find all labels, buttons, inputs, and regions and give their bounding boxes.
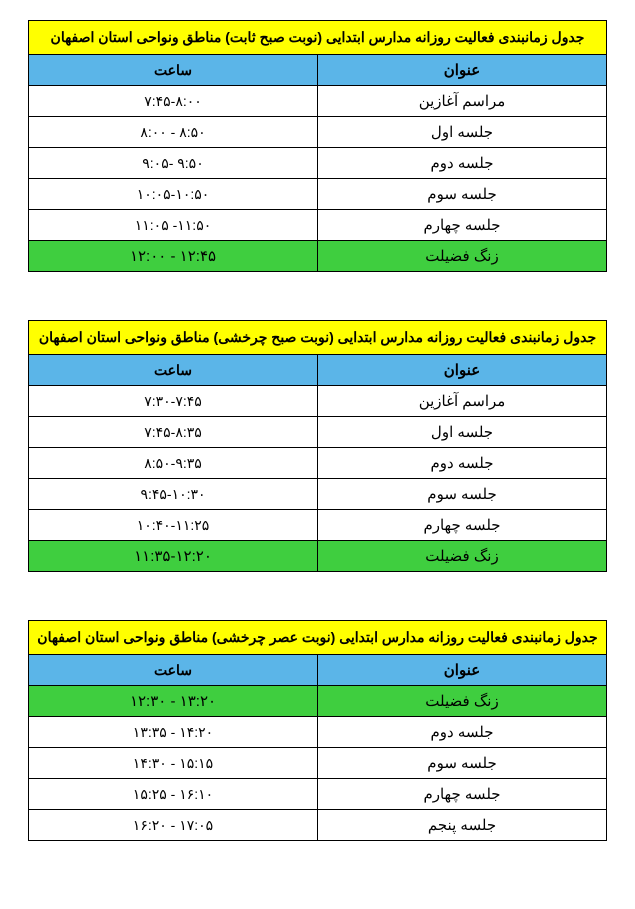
row-time: ۷:۴۵-۸:۰۰ — [29, 86, 318, 117]
row-label: جلسه اول — [318, 117, 607, 148]
table-row: زنگ فضیلت۱۱:۳۵-۱۲:۲۰ — [29, 541, 607, 572]
table-row: جلسه دوم۸:۵۰-۹:۳۵ — [29, 448, 607, 479]
row-label: جلسه اول — [318, 417, 607, 448]
table-title: جدول زمانبندی فعالیت روزانه مدارس ابتدای… — [29, 621, 607, 655]
column-header-label: عنوان — [318, 655, 607, 686]
table-row: جلسه اول۷:۴۵-۸:۳۵ — [29, 417, 607, 448]
row-label: جلسه پنجم — [318, 810, 607, 841]
table-title: جدول زمانبندی فعالیت روزانه مدارس ابتدای… — [29, 321, 607, 355]
row-time: ۷:۳۰-۷:۴۵ — [29, 386, 318, 417]
row-time: ۸:۵۰-۹:۳۵ — [29, 448, 318, 479]
row-label: مراسم آغازین — [318, 386, 607, 417]
column-header-time: ساعت — [29, 355, 318, 386]
row-label: زنگ فضیلت — [318, 686, 607, 717]
table-row: جلسه سوم۹:۴۵-۱۰:۳۰ — [29, 479, 607, 510]
column-header-label: عنوان — [318, 355, 607, 386]
column-header-time: ساعت — [29, 655, 318, 686]
row-label: جلسه چهارم — [318, 210, 607, 241]
row-time: ۱۴:۳۰ - ۱۵:۱۵ — [29, 748, 318, 779]
row-label: جلسه سوم — [318, 748, 607, 779]
row-time: ۱۲:۳۰ - ۱۳:۲۰ — [29, 686, 318, 717]
table-row: زنگ فضیلت۱۲:۳۰ - ۱۳:۲۰ — [29, 686, 607, 717]
row-time: ۱۱:۰۵ -۱۱:۵۰ — [29, 210, 318, 241]
row-time: ۱۱:۳۵-۱۲:۲۰ — [29, 541, 318, 572]
table-row: زنگ فضیلت۱۲:۰۰ - ۱۲:۴۵ — [29, 241, 607, 272]
table-row: جلسه چهارم۱۰:۴۰-۱۱:۲۵ — [29, 510, 607, 541]
table-header-row: عنوانساعت — [29, 355, 607, 386]
table-title-row: جدول زمانبندی فعالیت روزانه مدارس ابتدای… — [29, 21, 607, 55]
table-row: مراسم آغازین۷:۴۵-۸:۰۰ — [29, 86, 607, 117]
row-label: جلسه سوم — [318, 179, 607, 210]
row-time: ۱۲:۰۰ - ۱۲:۴۵ — [29, 241, 318, 272]
table-header-row: عنوانساعت — [29, 55, 607, 86]
row-label: جلسه دوم — [318, 717, 607, 748]
row-label: جلسه دوم — [318, 448, 607, 479]
table-row: جلسه چهارم۱۱:۰۵ -۱۱:۵۰ — [29, 210, 607, 241]
column-header-time: ساعت — [29, 55, 318, 86]
table-row: جلسه دوم۹:۰۵- ۹:۵۰ — [29, 148, 607, 179]
row-time: ۸:۰۰ - ۸:۵۰ — [29, 117, 318, 148]
schedule-table: جدول زمانبندی فعالیت روزانه مدارس ابتدای… — [28, 20, 607, 272]
row-label: جلسه چهارم — [318, 510, 607, 541]
schedule-table: جدول زمانبندی فعالیت روزانه مدارس ابتدای… — [28, 320, 607, 572]
row-time: ۱۵:۲۵ - ۱۶:۱۰ — [29, 779, 318, 810]
row-time: ۹:۰۵- ۹:۵۰ — [29, 148, 318, 179]
row-time: ۱۰:۴۰-۱۱:۲۵ — [29, 510, 318, 541]
row-time: ۱۶:۲۰ - ۱۷:۰۵ — [29, 810, 318, 841]
table-row: جلسه دوم۱۳:۳۵ - ۱۴:۲۰ — [29, 717, 607, 748]
schedule-table: جدول زمانبندی فعالیت روزانه مدارس ابتدای… — [28, 620, 607, 841]
table-row: جلسه سوم۱۰:۰۵-۱۰:۵۰ — [29, 179, 607, 210]
table-row: جلسه سوم۱۴:۳۰ - ۱۵:۱۵ — [29, 748, 607, 779]
table-row: جلسه اول۸:۰۰ - ۸:۵۰ — [29, 117, 607, 148]
table-title-row: جدول زمانبندی فعالیت روزانه مدارس ابتدای… — [29, 621, 607, 655]
table-title: جدول زمانبندی فعالیت روزانه مدارس ابتدای… — [29, 21, 607, 55]
row-label: زنگ فضیلت — [318, 541, 607, 572]
row-label: جلسه دوم — [318, 148, 607, 179]
tables-container: جدول زمانبندی فعالیت روزانه مدارس ابتدای… — [28, 20, 607, 841]
row-label: زنگ فضیلت — [318, 241, 607, 272]
table-row: جلسه چهارم۱۵:۲۵ - ۱۶:۱۰ — [29, 779, 607, 810]
row-label: جلسه چهارم — [318, 779, 607, 810]
row-label: جلسه سوم — [318, 479, 607, 510]
row-time: ۱۰:۰۵-۱۰:۵۰ — [29, 179, 318, 210]
row-time: ۷:۴۵-۸:۳۵ — [29, 417, 318, 448]
table-row: مراسم آغازین۷:۳۰-۷:۴۵ — [29, 386, 607, 417]
row-time: ۹:۴۵-۱۰:۳۰ — [29, 479, 318, 510]
table-header-row: عنوانساعت — [29, 655, 607, 686]
row-label: مراسم آغازین — [318, 86, 607, 117]
row-time: ۱۳:۳۵ - ۱۴:۲۰ — [29, 717, 318, 748]
table-row: جلسه پنجم۱۶:۲۰ - ۱۷:۰۵ — [29, 810, 607, 841]
column-header-label: عنوان — [318, 55, 607, 86]
table-title-row: جدول زمانبندی فعالیت روزانه مدارس ابتدای… — [29, 321, 607, 355]
